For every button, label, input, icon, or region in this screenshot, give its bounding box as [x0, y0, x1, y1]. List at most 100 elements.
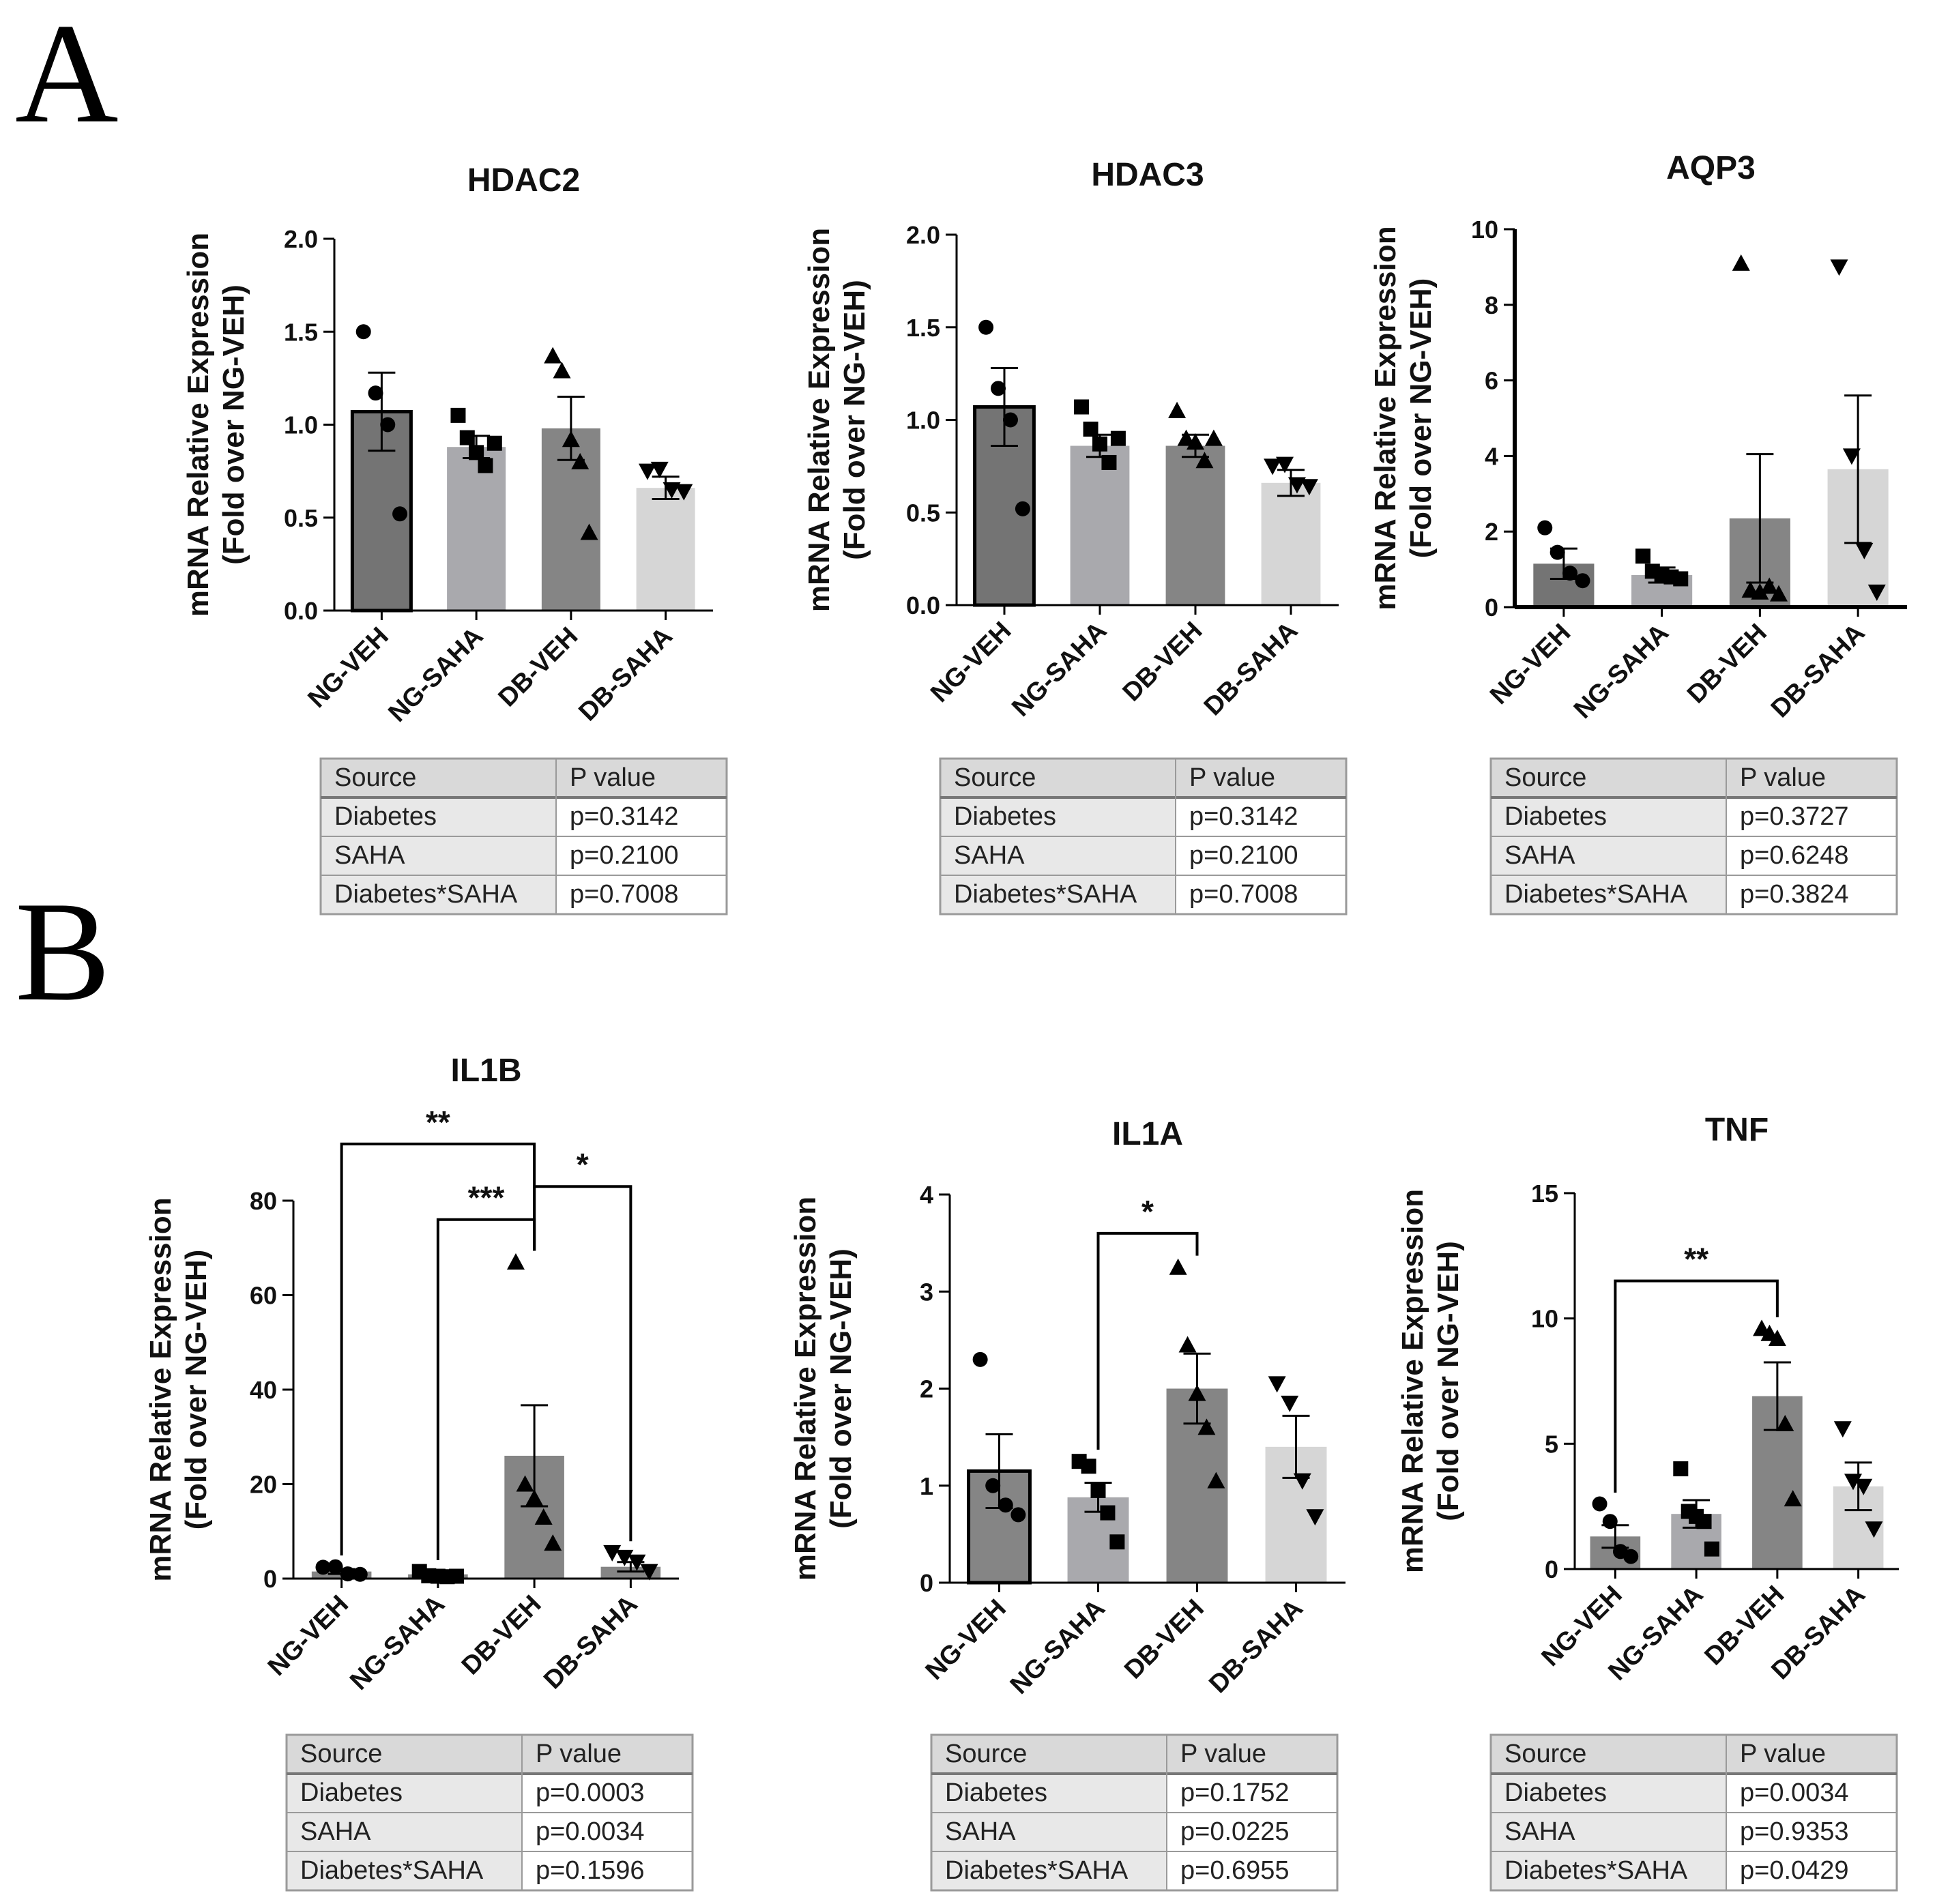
table-cell: Diabetes*SAHA: [1504, 880, 1688, 909]
data-point-db-saha: [1833, 1421, 1852, 1438]
stats-table: Source P value Diabetes p=0.3727 SAHA p=0.624…: [1489, 757, 1898, 916]
significance-bracket: [533, 1185, 632, 1542]
y-tick-label: 0: [263, 1565, 277, 1593]
table-row-bg: [1491, 1774, 1726, 1813]
table-header-cell: P value: [1740, 763, 1826, 792]
data-point-ng-veh: [985, 1478, 1001, 1493]
data-point-db-saha: [1855, 542, 1874, 559]
x-tick-label: DB-SAHA: [573, 622, 678, 727]
data-point-ng-veh: [1015, 501, 1030, 516]
data-point-ng-veh: [1592, 1496, 1607, 1512]
y-tick-label: 1.0: [284, 411, 318, 439]
x-tick-label: NG-SAHA: [1569, 619, 1674, 724]
y-tick-label: 5: [1545, 1430, 1558, 1458]
y-axis-label: (Fold over NG-VEH): [179, 1250, 213, 1530]
data-point-ng-veh: [380, 417, 396, 433]
y-tick-label: 0: [1485, 594, 1498, 621]
chart-title: IL1A: [1112, 1116, 1183, 1152]
y-tick-label: 1.5: [284, 318, 318, 346]
x-tick-label: DB-SAHA: [1199, 617, 1304, 722]
x-tick-label: NG-SAHA: [1006, 617, 1112, 722]
data-point-db-saha: [640, 1564, 658, 1581]
data-point-db-veh: [1177, 429, 1195, 446]
table-cell: p=0.0429: [1740, 1856, 1849, 1885]
data-point-db-saha: [1268, 1376, 1286, 1393]
table-cell: p=0.7008: [1189, 880, 1298, 909]
y-tick-label: 10: [1471, 216, 1498, 244]
table-cell: p=0.6248: [1740, 841, 1849, 870]
data-point-ng-saha: [459, 430, 475, 445]
data-point-ng-veh: [991, 381, 1006, 396]
table-cell: p=0.0003: [536, 1778, 645, 1807]
table-cell: p=0.0034: [1740, 1778, 1849, 1807]
data-point-ng-saha: [449, 1568, 465, 1584]
chart-title: HDAC3: [1091, 157, 1204, 193]
table-header-cell: Source: [945, 1740, 1027, 1768]
data-point-db-saha: [1842, 448, 1861, 465]
data-point-db-saha: [628, 1554, 646, 1571]
table-cell: Diabetes: [1504, 1778, 1607, 1807]
data-point-ng-saha: [1110, 430, 1126, 446]
table-row-bg: [1491, 1813, 1726, 1851]
chart-tnf: TNF mRNA Relative Expression (Fold over NG…: [1396, 1112, 1899, 1892]
y-tick-label: 0: [920, 1569, 933, 1597]
table-cell: SAHA: [334, 841, 405, 870]
data-point-ng-veh: [1010, 1507, 1026, 1523]
data-point-ng-veh: [1002, 412, 1018, 428]
data-point-db-veh: [516, 1475, 534, 1492]
y-tick-label: 0.0: [284, 597, 318, 625]
data-point-ng-veh: [368, 385, 383, 401]
table-cell: Diabetes: [1504, 802, 1607, 831]
chart-aqp3: AQP3 mRNA Relative Expression (Fold over N…: [1369, 150, 1907, 916]
bar-db-saha: [636, 488, 695, 611]
data-point-ng-veh: [328, 1559, 343, 1575]
table-cell: p=0.3824: [1740, 880, 1849, 909]
x-tick-label: NG-SAHA: [345, 1590, 450, 1696]
data-point-ng-veh: [972, 1351, 988, 1367]
data-point-db-veh: [525, 1489, 544, 1506]
table-header-cell: P value: [570, 763, 656, 792]
table-header-cell: Source: [334, 763, 416, 792]
table-row-bg: [1491, 836, 1726, 875]
table-cell: p=0.0034: [536, 1817, 645, 1846]
y-tick-label: 0: [1545, 1555, 1558, 1583]
data-point-ng-saha: [450, 407, 466, 423]
table-cell: p=0.9353: [1740, 1817, 1849, 1846]
y-axis-label: (Fold over NG-VEH): [838, 280, 871, 560]
chart-title: IL1B: [450, 1053, 521, 1089]
stats-table: Source P value Diabetes p=0.0003 SAHA p=0.003…: [285, 1733, 694, 1892]
y-axis-label: mRNA Relative Expression: [144, 1197, 177, 1581]
table-cell: p=0.1752: [1180, 1778, 1290, 1807]
chart-hdac3: HDAC3 mRNA Relative Expression (Fold over …: [802, 157, 1348, 916]
table-row-bg: [940, 875, 1176, 914]
data-point-db-saha: [675, 484, 693, 501]
table-header-cell: Source: [1504, 763, 1586, 792]
table-header-bg: [940, 759, 1346, 797]
table-cell: Diabetes*SAHA: [300, 1856, 484, 1885]
data-point-ng-saha: [1074, 399, 1090, 415]
chart-il1b: IL1B mRNA Relative Expression (Fold over N…: [144, 1053, 694, 1892]
data-point-db-saha: [1264, 458, 1282, 475]
data-point-db-saha: [1300, 479, 1318, 496]
data-point-ng-saha: [1083, 422, 1099, 437]
x-tick-label: DB-VEH: [1119, 1594, 1210, 1685]
table-header-bg: [1491, 759, 1897, 797]
table-cell: Diabetes*SAHA: [334, 880, 518, 909]
data-point-db-veh: [544, 347, 562, 364]
data-point-ng-saha: [1673, 1461, 1689, 1477]
data-point-db-veh: [534, 1508, 553, 1525]
y-axis-label: mRNA Relative Expression: [1396, 1189, 1429, 1573]
significance-bracket: [1614, 1279, 1779, 1493]
panel-label-a: A: [15, 0, 119, 153]
data-point-db-veh: [1760, 577, 1779, 594]
data-point-ng-saha: [1704, 1541, 1719, 1557]
y-tick-label: 1.5: [906, 314, 940, 342]
data-point-db-saha: [1830, 259, 1848, 276]
table-header-cell: Source: [300, 1740, 382, 1768]
x-tick-label: NG-SAHA: [383, 622, 489, 728]
bar-db-veh: [1165, 445, 1225, 605]
data-point-ng-veh: [1550, 544, 1565, 560]
data-point-ng-saha: [1092, 436, 1107, 452]
data-point-db-saha: [603, 1544, 622, 1562]
